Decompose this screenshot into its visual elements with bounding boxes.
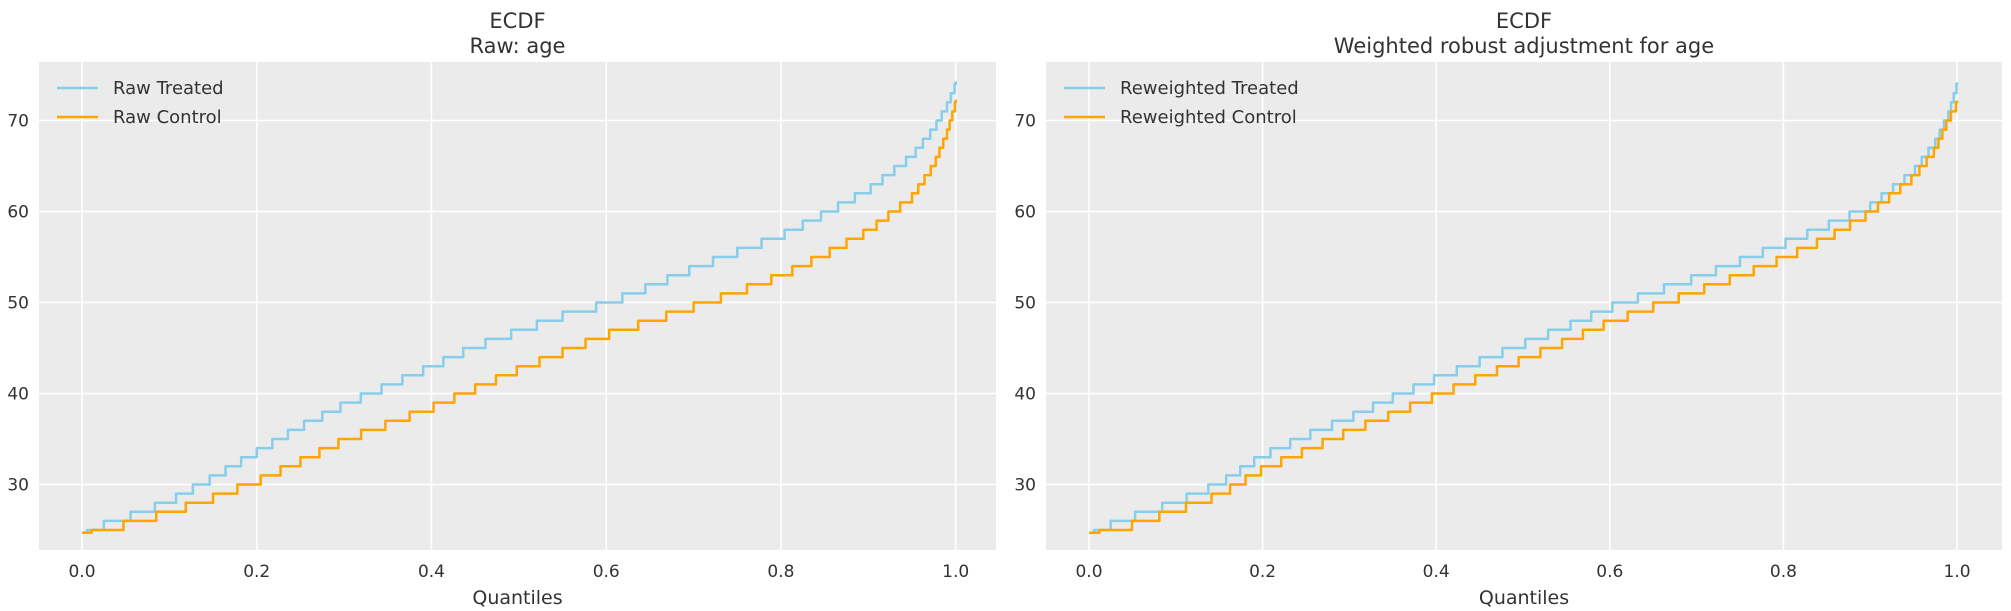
series-line-reweighted-control	[1089, 100, 1959, 534]
x-tick-label: 0.4	[418, 562, 445, 582]
plot-title-line1: ECDF	[489, 9, 545, 33]
y-tick-label: 50	[7, 294, 29, 314]
x-tick-label: 1.0	[1943, 562, 1970, 582]
x-axis-label: Quantiles	[472, 587, 562, 609]
plot-area	[1046, 62, 2002, 550]
legend-label-reweighted-treated: Reweighted Treated	[1120, 78, 1299, 99]
x-tick-label: 1.0	[942, 562, 969, 582]
x-tick-label: 0.2	[243, 562, 270, 582]
series-line-raw-control	[82, 99, 957, 534]
y-tick-label: 30	[1014, 476, 1036, 496]
x-tick-label: 0.6	[593, 562, 620, 582]
plot-title-line2: Raw: age	[470, 34, 566, 58]
x-tick-label: 0.6	[1596, 562, 1623, 582]
legend-label-raw-treated: Raw Treated	[113, 78, 224, 99]
x-tick-label: 0.0	[1075, 562, 1102, 582]
y-tick-label: 70	[7, 112, 29, 132]
plot-title-line2: Weighted robust adjustment for age	[1334, 34, 1714, 58]
x-tick-label: 0.4	[1423, 562, 1450, 582]
y-tick-label: 30	[7, 476, 29, 496]
x-tick-label: 0.8	[767, 562, 794, 582]
x-tick-label: 0.0	[68, 562, 95, 582]
series-line-raw-treated	[82, 81, 957, 534]
y-tick-label: 40	[1014, 385, 1036, 405]
y-tick-label: 50	[1014, 294, 1036, 314]
y-tick-label: 60	[1014, 203, 1036, 223]
plot-area	[39, 62, 996, 550]
y-tick-label: 40	[7, 385, 29, 405]
legend-label-raw-control: Raw Control	[113, 107, 222, 128]
x-tick-label: 0.8	[1770, 562, 1797, 582]
plot-title-line1: ECDF	[1496, 9, 1552, 33]
y-tick-label: 70	[1014, 112, 1036, 132]
y-tick-label: 60	[7, 203, 29, 223]
x-axis-label: Quantiles	[1479, 587, 1569, 609]
x-tick-label: 0.2	[1249, 562, 1276, 582]
legend-label-reweighted-control: Reweighted Control	[1120, 107, 1297, 128]
